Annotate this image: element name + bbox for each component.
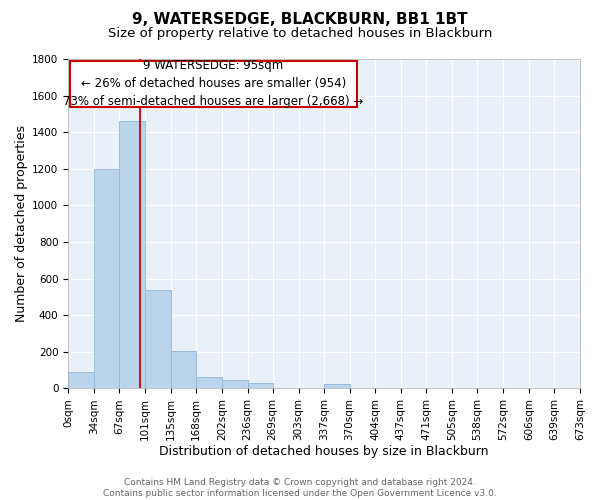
Text: Size of property relative to detached houses in Blackburn: Size of property relative to detached ho… [108, 28, 492, 40]
Bar [248, 383, 273, 388]
Text: 9, WATERSEDGE, BLACKBURN, BB1 1BT: 9, WATERSEDGE, BLACKBURN, BB1 1BT [132, 12, 468, 28]
Bar [119, 121, 145, 388]
Bar [145, 290, 171, 388]
Text: 9 WATERSEDGE: 95sqm
← 26% of detached houses are smaller (954)
73% of semi-detac: 9 WATERSEDGE: 95sqm ← 26% of detached ho… [63, 59, 364, 108]
Y-axis label: Number of detached properties: Number of detached properties [15, 125, 28, 322]
Bar [196, 376, 222, 388]
FancyBboxPatch shape [70, 61, 357, 106]
Bar [222, 380, 248, 388]
Bar [171, 351, 196, 389]
X-axis label: Distribution of detached houses by size in Blackburn: Distribution of detached houses by size … [160, 444, 489, 458]
Bar [68, 372, 94, 388]
Text: Contains HM Land Registry data © Crown copyright and database right 2024.
Contai: Contains HM Land Registry data © Crown c… [103, 478, 497, 498]
Bar [94, 169, 119, 388]
Bar [325, 384, 350, 388]
